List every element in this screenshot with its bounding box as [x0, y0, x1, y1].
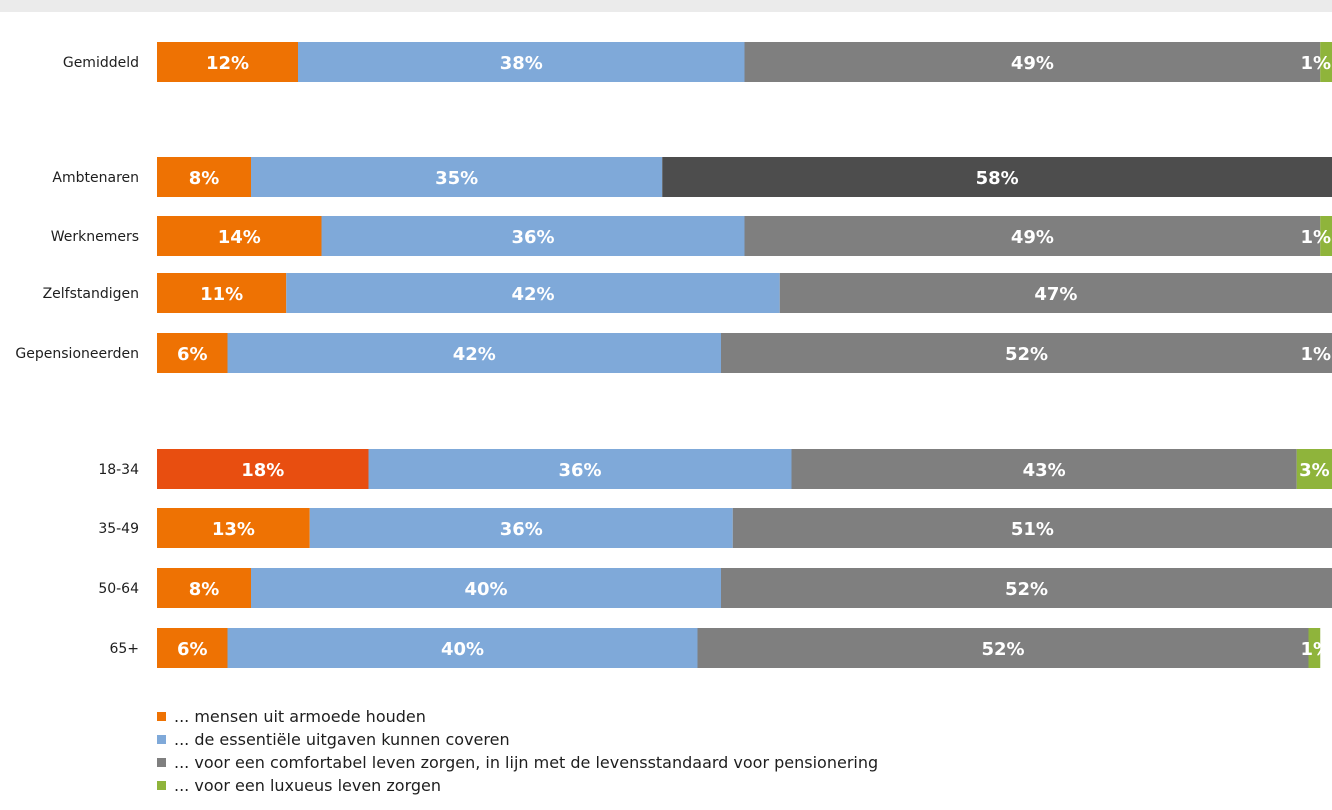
bar-zelfstandigen-series-2	[286, 273, 780, 313]
row-label-35-49: 35-49	[98, 521, 139, 537]
row-label-ambtenaren: Ambtenaren	[52, 170, 139, 186]
bar-gemiddeld-series-1	[157, 42, 298, 82]
bar-ambtenaren-series-3	[662, 157, 1332, 197]
legend-item-1: ... mensen uit armoede houden	[157, 705, 878, 728]
data-label-35-49-series-1: 13%	[212, 519, 255, 540]
data-label-werknemers-series-3: 49%	[1011, 227, 1054, 248]
legend-item-4: ... voor een luxueus leven zorgen	[157, 774, 878, 797]
bar-gemiddeld-series-3	[744, 42, 1321, 82]
bar-65-series-3	[697, 628, 1309, 668]
data-label-ambtenaren-series-3: 58%	[976, 168, 1019, 189]
bar-zelfstandigen-series-1	[157, 273, 287, 313]
data-label-werknemers-series-4: 1%	[1300, 227, 1331, 248]
data-label-18-34-series-2: 36%	[558, 460, 601, 481]
row-label-zelfstandigen: Zelfstandigen	[43, 286, 139, 302]
bar-35-49-series-3	[732, 508, 1332, 548]
bar-werknemers-series-4	[1320, 216, 1332, 256]
data-label-gepensioneerden-series-1: 6%	[177, 344, 208, 365]
bar-werknemers-series-2	[321, 216, 745, 256]
bar-18-34-series-2	[368, 449, 792, 489]
data-label-18-34-series-3: 43%	[1023, 460, 1066, 481]
top-band	[0, 0, 1332, 12]
legend-label-3: ... voor een comfortabel leven zorgen, i…	[174, 753, 879, 772]
row-label-18-34: 18-34	[98, 462, 139, 478]
data-label-gemiddeld-series-2: 38%	[500, 53, 543, 74]
bar-werknemers-series-1	[157, 216, 322, 256]
row-label-65: 65+	[109, 641, 139, 657]
bar-gemiddeld-series-2	[298, 42, 745, 82]
bar-50-64-series-2	[251, 568, 721, 608]
bar-35-49-series-1	[157, 508, 310, 548]
bar-gepensioneerden-series-2	[227, 333, 721, 373]
bar-65-series-2	[227, 628, 698, 668]
data-label-18-34-series-1: 18%	[241, 460, 284, 481]
bar-65-series-1	[157, 628, 228, 668]
data-label-ambtenaren-series-2: 35%	[435, 168, 478, 189]
bar-35-49-series-2	[309, 508, 733, 548]
data-label-gepensioneerden-series-4: 1%	[1300, 344, 1331, 365]
stacked-bar-chart: Gemiddeld 12% 38% 49% 1% Ambtenaren 8% 35% 58% We…	[15, 42, 1332, 668]
data-label-50-64-series-2: 40%	[464, 579, 507, 600]
bar-50-64-series-1	[157, 568, 251, 608]
bar-18-34-series-1	[157, 449, 369, 489]
data-label-18-34-series-4: 3%	[1299, 460, 1330, 481]
data-label-gepensioneerden-series-3: 52%	[1005, 344, 1048, 365]
data-label-65-series-1: 6%	[177, 639, 208, 660]
data-label-werknemers-series-2: 36%	[511, 227, 554, 248]
data-label-50-64-series-1: 8%	[189, 579, 220, 600]
bar-zelfstandigen-series-3	[779, 273, 1332, 313]
legend-item-2: ... de essentiële uitgaven kunnen covere…	[157, 728, 878, 751]
bar-gepensioneerden-series-1	[157, 333, 228, 373]
legend-swatch-3	[157, 758, 166, 767]
data-label-gemiddeld-series-4: 1%	[1300, 53, 1331, 74]
row-label-gemiddeld: Gemiddeld	[63, 55, 139, 71]
bar-65-series-4	[1308, 628, 1321, 668]
data-label-zelfstandigen-series-3: 47%	[1034, 284, 1077, 305]
row-label-50-64: 50-64	[98, 581, 139, 597]
data-label-35-49-series-3: 51%	[1011, 519, 1054, 540]
legend-item-3: ... voor een comfortabel leven zorgen, i…	[157, 751, 878, 774]
data-label-50-64-series-3: 52%	[1005, 579, 1048, 600]
data-label-65-series-3: 52%	[981, 639, 1024, 660]
data-label-zelfstandigen-series-2: 42%	[511, 284, 554, 305]
legend-label-2: ... de essentiële uitgaven kunnen covere…	[174, 730, 510, 749]
chart-legend: ... mensen uit armoede houden ... de esse…	[157, 705, 878, 797]
legend-swatch-2	[157, 735, 166, 744]
bar-18-34-series-3	[791, 449, 1297, 489]
data-label-gepensioneerden-series-2: 42%	[453, 344, 496, 365]
legend-swatch-4	[157, 781, 166, 790]
row-label-werknemers: Werknemers	[51, 229, 139, 245]
bar-gepensioneerden-series-3	[721, 333, 1332, 373]
legend-label-4: ... voor een luxueus leven zorgen	[174, 776, 442, 795]
data-label-gemiddeld-series-1: 12%	[206, 53, 249, 74]
row-label-gepensioneerden: Gepensioneerden	[15, 346, 139, 362]
bar-werknemers-series-3	[744, 216, 1321, 256]
data-label-35-49-series-2: 36%	[500, 519, 543, 540]
bar-18-34-series-4	[1296, 449, 1332, 489]
legend-label-1: ... mensen uit armoede houden	[174, 707, 426, 726]
data-label-65-series-4: 1%	[1300, 639, 1331, 660]
data-label-ambtenaren-series-1: 8%	[189, 168, 220, 189]
data-label-zelfstandigen-series-1: 11%	[200, 284, 243, 305]
bar-ambtenaren-series-1	[157, 157, 251, 197]
legend-swatch-1	[157, 712, 166, 721]
data-label-gemiddeld-series-3: 49%	[1011, 53, 1054, 74]
data-label-werknemers-series-1: 14%	[218, 227, 261, 248]
bar-gemiddeld-series-4	[1320, 42, 1332, 82]
bar-50-64-series-3	[721, 568, 1332, 608]
bar-ambtenaren-series-2	[251, 157, 663, 197]
data-label-65-series-2: 40%	[441, 639, 484, 660]
